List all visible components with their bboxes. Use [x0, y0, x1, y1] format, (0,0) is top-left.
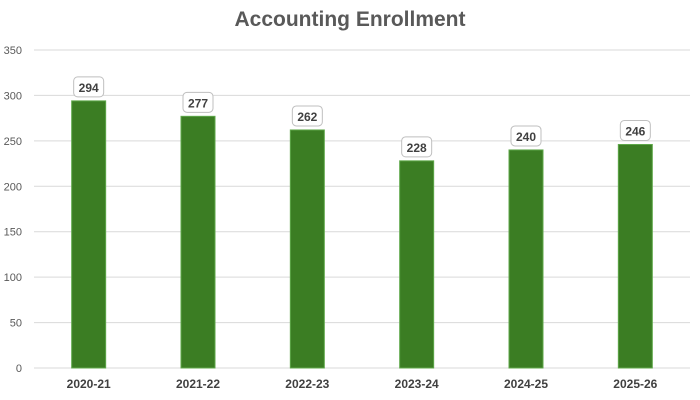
- data-label-box: [619, 119, 651, 141]
- grid-lines: [34, 49, 690, 369]
- y-tick-label: 350: [4, 45, 22, 57]
- data-label: 294: [79, 81, 99, 95]
- data-label: 240: [516, 130, 536, 144]
- y-tick-label: 0: [16, 363, 22, 375]
- bar: [617, 143, 653, 369]
- y-axis-ticks: 0 50 100 150 200 250 300 350: [4, 45, 22, 375]
- y-tick-label: 200: [4, 181, 22, 193]
- x-tick-label: 2022-23: [285, 377, 329, 391]
- bar: [399, 160, 435, 369]
- x-tick-label: 2023-24: [395, 377, 439, 391]
- data-label: 228: [407, 141, 427, 155]
- data-label-box: [73, 76, 105, 98]
- bars: [71, 100, 653, 369]
- chart-title: Accounting Enrollment: [234, 8, 466, 31]
- y-tick-label: 300: [4, 90, 22, 102]
- data-label-box: [510, 125, 542, 147]
- data-label: 262: [297, 110, 317, 124]
- bar: [71, 100, 107, 369]
- data-label: 246: [625, 124, 645, 138]
- x-tick-label: 2021-22: [176, 377, 220, 391]
- data-labels: 294 277 262 228 240 246: [73, 76, 651, 158]
- x-tick-label: 2020-21: [67, 377, 111, 391]
- x-tick-label: 2024-25: [504, 377, 548, 391]
- data-label-box: [182, 91, 214, 113]
- x-axis-ticks: 2020-21 2021-22 2022-23 2023-24 2024-25 2025-…: [67, 377, 658, 391]
- data-label-box: [401, 136, 433, 158]
- y-tick-label: 150: [4, 227, 22, 239]
- y-tick-label: 50: [10, 318, 22, 330]
- y-tick-label: 250: [4, 136, 22, 148]
- data-label: 277: [188, 96, 208, 110]
- bar: [180, 115, 216, 369]
- bar: [508, 149, 544, 369]
- y-tick-label: 100: [4, 272, 22, 284]
- x-tick-label: 2025-26: [613, 377, 657, 391]
- bar: [289, 129, 325, 369]
- data-label-box: [291, 105, 323, 127]
